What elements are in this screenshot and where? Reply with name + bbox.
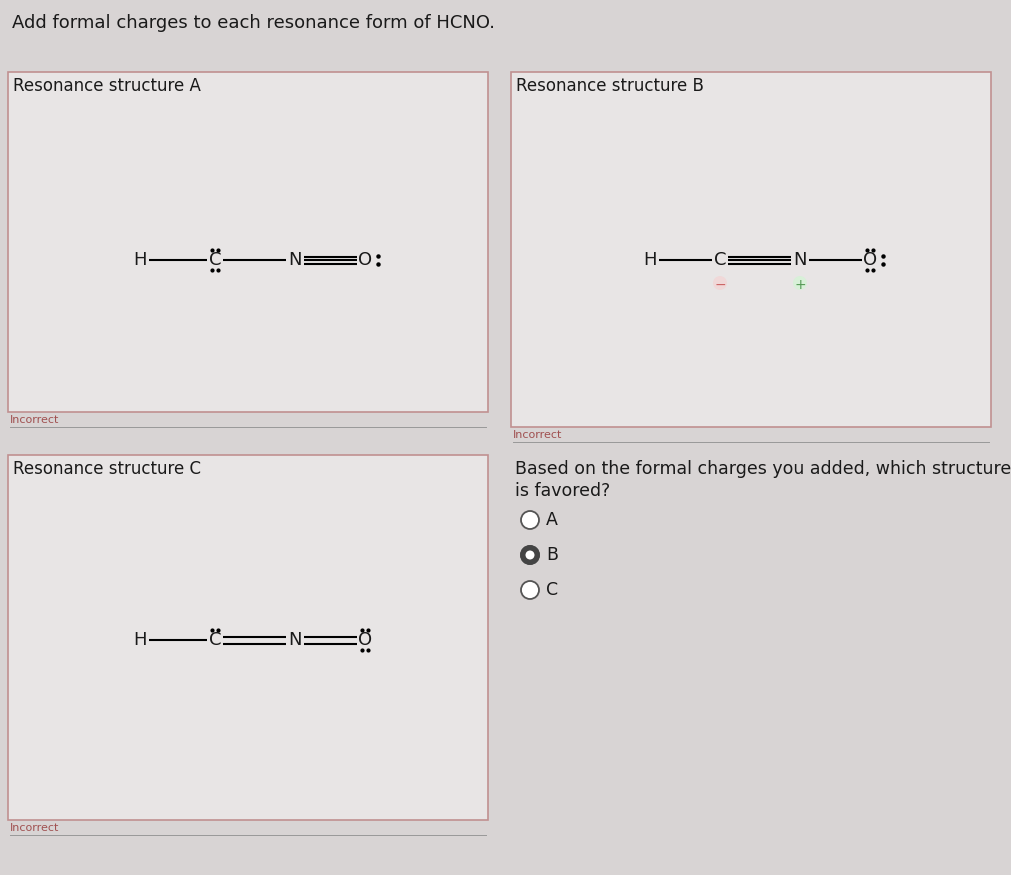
Text: Resonance structure B: Resonance structure B [516,77,704,95]
Bar [8,72,488,412]
Text: is favored?: is favored? [515,482,611,500]
Text: A: A [546,511,558,529]
Text: N: N [794,251,807,269]
Text: H: H [133,631,147,649]
Bar [511,72,991,427]
Text: Based on the formal charges you added, which structure: Based on the formal charges you added, w… [515,460,1011,478]
Text: Incorrect: Incorrect [513,430,562,440]
Circle shape [526,550,535,559]
Text: C: C [546,581,558,599]
Text: O: O [358,631,372,649]
Text: Resonance structure A: Resonance structure A [13,77,201,95]
Text: C: C [714,251,726,269]
Text: Resonance structure C: Resonance structure C [13,460,201,478]
Bar [8,455,488,820]
Text: −: − [714,278,726,292]
Text: H: H [133,251,147,269]
Circle shape [521,546,539,564]
Text: Incorrect: Incorrect [10,823,60,833]
Text: O: O [358,251,372,269]
Text: N: N [288,631,301,649]
Circle shape [521,581,539,599]
Text: Incorrect: Incorrect [10,415,60,425]
Circle shape [521,546,539,564]
Circle shape [793,276,807,290]
Circle shape [521,511,539,529]
Text: C: C [208,631,221,649]
Text: N: N [288,251,301,269]
Text: Add formal charges to each resonance form of HCNO.: Add formal charges to each resonance for… [12,14,495,32]
Circle shape [713,276,727,290]
Text: C: C [208,251,221,269]
Text: B: B [546,546,558,564]
Text: H: H [643,251,657,269]
Text: +: + [795,278,806,292]
Text: O: O [863,251,878,269]
